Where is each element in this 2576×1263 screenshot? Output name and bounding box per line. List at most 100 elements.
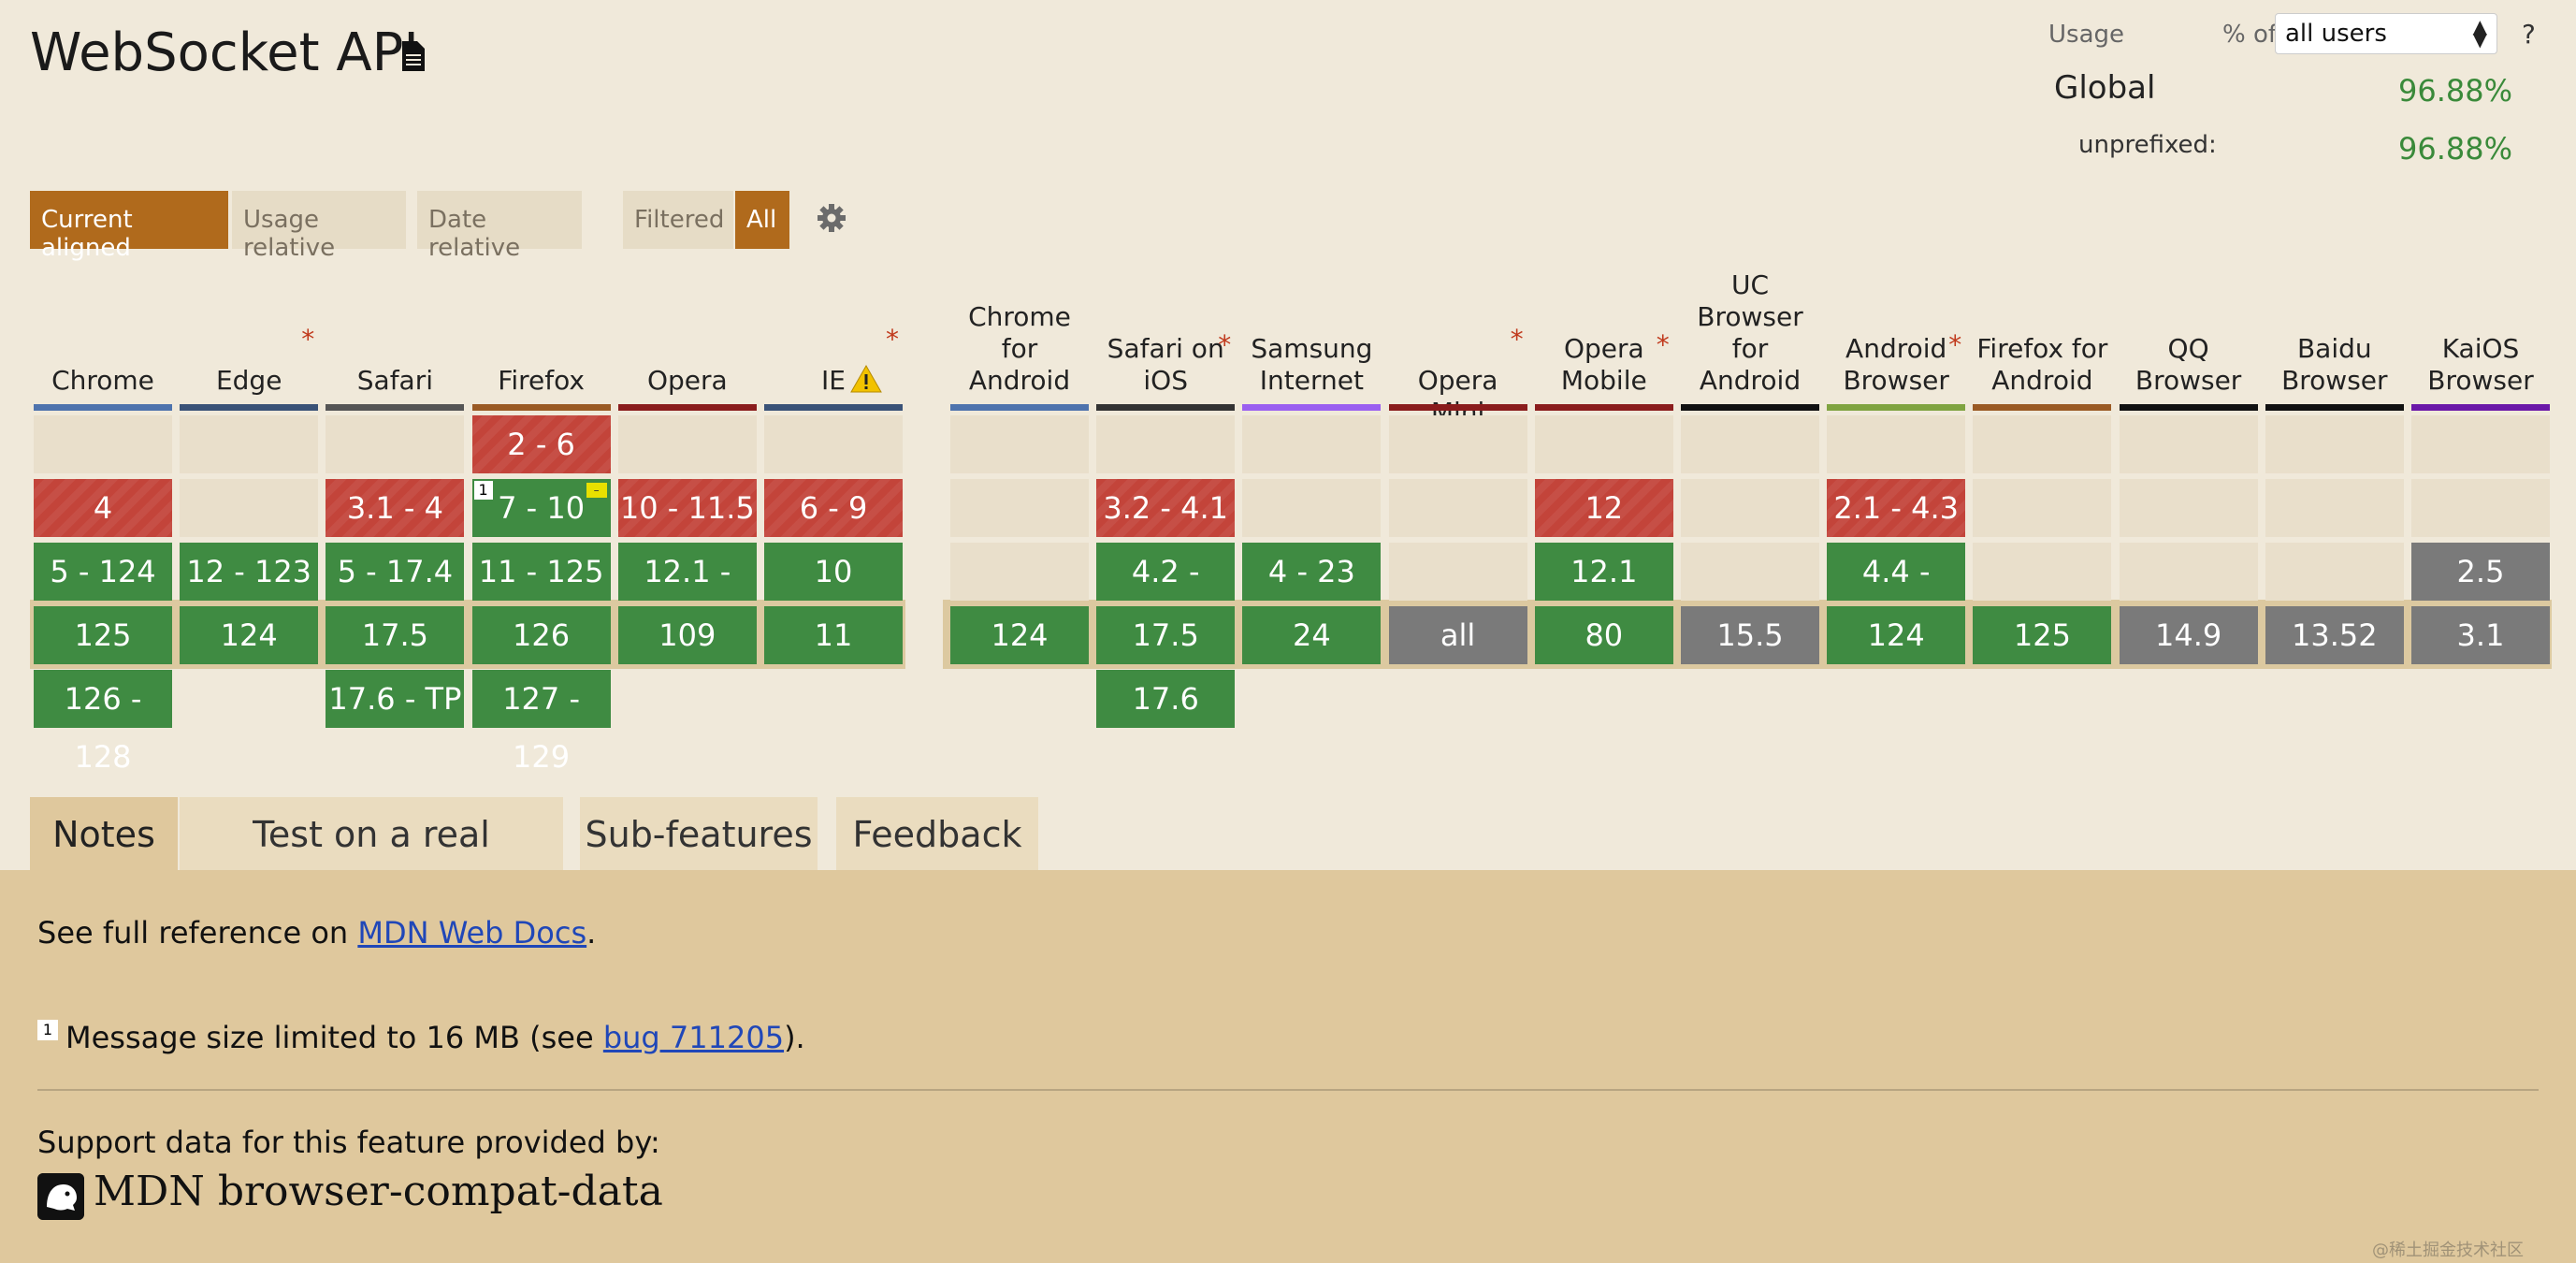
tab-sub-features[interactable]: Sub-features: [580, 797, 818, 872]
version-cell[interactable]: 12.1: [1534, 543, 1673, 601]
support-data-text: Support data for this feature provided b…: [37, 1125, 660, 1160]
version-cell[interactable]: 17.6: [1096, 670, 1236, 728]
browser-header-edge[interactable]: Edge: [180, 365, 318, 397]
version-cell[interactable]: 124: [1827, 606, 1966, 664]
version-cell[interactable]: 17.6 - TP: [326, 670, 465, 728]
browser-header-android-browser[interactable]: Android Browser: [1827, 333, 1965, 397]
version-label: 109: [658, 617, 716, 653]
browser-header-opera[interactable]: Opera: [618, 365, 757, 397]
version-cell[interactable]: 7 - 10 1 –: [471, 479, 611, 537]
version-cell[interactable]: 3.1: [2411, 606, 2550, 664]
version-label: 17.6: [1132, 681, 1199, 717]
mdn-logo-icon[interactable]: [37, 1173, 84, 1220]
warning-icon[interactable]: [850, 364, 882, 397]
bug-link[interactable]: bug 711205: [602, 1020, 785, 1055]
version-cell[interactable]: 124: [950, 606, 1089, 664]
version-cell[interactable]: all: [1388, 606, 1527, 664]
version-cell[interactable]: 17.5: [326, 606, 465, 664]
browser-header-firefox[interactable]: Firefox: [472, 365, 611, 397]
version-cell[interactable]: 5 - 124: [34, 543, 172, 601]
version-cell[interactable]: 12.1 - 108: [617, 543, 757, 647]
version-cell[interactable]: 124: [180, 606, 319, 664]
browser-header-chrome-for-android[interactable]: Chrome for Android: [950, 301, 1089, 397]
usage-relative-button[interactable]: Usage relative: [232, 191, 406, 262]
current-aligned-button[interactable]: Current aligned: [30, 191, 228, 262]
version-cell[interactable]: 13.52: [2265, 606, 2404, 664]
version-cell[interactable]: 2.1 - 4.3: [1827, 479, 1966, 537]
version-cell[interactable]: 2 - 6: [471, 415, 611, 473]
browser-color-bar: [471, 404, 611, 411]
note-number: 1: [37, 1020, 58, 1040]
filtered-button[interactable]: Filtered: [623, 191, 733, 249]
version-cell[interactable]: 125: [34, 606, 172, 664]
all-button[interactable]: All: [735, 191, 789, 249]
version-cell[interactable]: 126: [471, 606, 611, 664]
browser-header-samsung-internet[interactable]: Samsung Internet: [1242, 333, 1381, 397]
version-cell[interactable]: 125: [1973, 606, 2112, 664]
document-icon[interactable]: [400, 41, 427, 71]
browser-color-bar: [326, 404, 465, 411]
mdn-web-docs-link[interactable]: MDN Web Docs: [357, 915, 587, 951]
version-cell[interactable]: 15.5: [1681, 606, 1819, 664]
browser-header-chrome[interactable]: Chrome: [34, 365, 172, 397]
gear-icon[interactable]: [816, 202, 847, 234]
version-cell[interactable]: 5 - 17.4: [326, 543, 465, 601]
version-cell[interactable]: 11 - 125: [471, 543, 611, 601]
version-cell[interactable]: 14.9: [2119, 606, 2258, 664]
browser-name-line: iOS: [1143, 365, 1188, 396]
version-cell[interactable]: 11: [764, 606, 903, 664]
help-link[interactable]: ?: [2522, 19, 2536, 50]
tab-notes[interactable]: Notes: [30, 797, 178, 872]
version-cell[interactable]: 10: [764, 543, 903, 601]
browser-header-safari[interactable]: Safari: [326, 365, 464, 397]
date-relative-button[interactable]: Date relative: [417, 191, 582, 262]
browser-name-line: Opera: [646, 365, 728, 396]
version-label: 12: [1585, 490, 1624, 526]
browser-header-firefox-for-android[interactable]: Firefox for Android: [1973, 333, 2111, 397]
tab-feedback[interactable]: Feedback: [836, 797, 1038, 872]
empty-cell: [2119, 479, 2258, 537]
browser-header-kaios-browser[interactable]: KaiOS Browser: [2411, 333, 2550, 397]
version-cell[interactable]: 17.5: [1096, 606, 1236, 664]
tab-test-on-real-browser[interactable]: Test on a real browser: [180, 797, 563, 930]
browser-note-asterisk: *: [1510, 324, 1524, 355]
browser-note-asterisk: *: [886, 324, 899, 355]
version-cell[interactable]: 24: [1242, 606, 1382, 664]
browser-name-line: Android: [968, 365, 1071, 396]
version-cell[interactable]: 4.4 - 4.4.4: [1827, 543, 1966, 647]
version-cell[interactable]: 12 - 123: [180, 543, 319, 601]
empty-cell: [617, 415, 757, 473]
version-cell[interactable]: 10 - 11.5: [617, 479, 757, 537]
browser-header-safari-on-ios[interactable]: Safari on iOS: [1096, 333, 1235, 397]
version-cell[interactable]: 2.5: [2411, 543, 2550, 601]
version-label: 17.6 - TP: [328, 681, 462, 717]
browser-header-baidu-browser[interactable]: Baidu Browser: [2265, 333, 2404, 397]
version-cell[interactable]: 4: [34, 479, 172, 537]
browser-name-line: Edge: [215, 365, 282, 396]
version-cell[interactable]: 12: [1534, 479, 1673, 537]
empty-cell: [2265, 543, 2404, 601]
empty-cell: [1681, 543, 1819, 601]
version-cell[interactable]: 127 - 129: [471, 670, 611, 775]
browser-header-opera-mobile[interactable]: Opera Mobile: [1535, 333, 1673, 397]
version-cell[interactable]: 4.2 - 17.4: [1096, 543, 1236, 647]
browser-header-ie[interactable]: IE: [764, 365, 903, 397]
browser-color-bar: [950, 404, 1089, 411]
version-cell[interactable]: 6 - 9: [764, 479, 903, 537]
browser-name-line: Browser: [2135, 365, 2242, 396]
version-cell[interactable]: 3.1 - 4: [326, 479, 465, 537]
empty-cell: [2265, 479, 2404, 537]
browser-header-qq-browser[interactable]: QQ Browser: [2120, 333, 2258, 397]
audience-select[interactable]: all users ▲ ▼: [2275, 13, 2497, 54]
version-cell[interactable]: 4 - 23: [1242, 543, 1382, 601]
browser-header-uc-browser-for-android[interactable]: UC Browser for Android: [1681, 269, 1819, 397]
note-suffix: ).: [784, 1020, 805, 1055]
note-1-line: 1 Message size limited to 16 MB (see bug …: [37, 1020, 805, 1055]
browser-name-line: QQ: [2167, 333, 2209, 364]
version-cell[interactable]: 3.2 - 4.1: [1096, 479, 1236, 537]
version-cell[interactable]: 126 - 128: [34, 670, 172, 775]
version-cell[interactable]: 109: [617, 606, 757, 664]
version-cell[interactable]: 80: [1534, 606, 1673, 664]
mdn-browser-compat-data-link[interactable]: MDN browser-compat-data: [94, 1168, 663, 1215]
notes-panel: [0, 870, 2576, 1263]
